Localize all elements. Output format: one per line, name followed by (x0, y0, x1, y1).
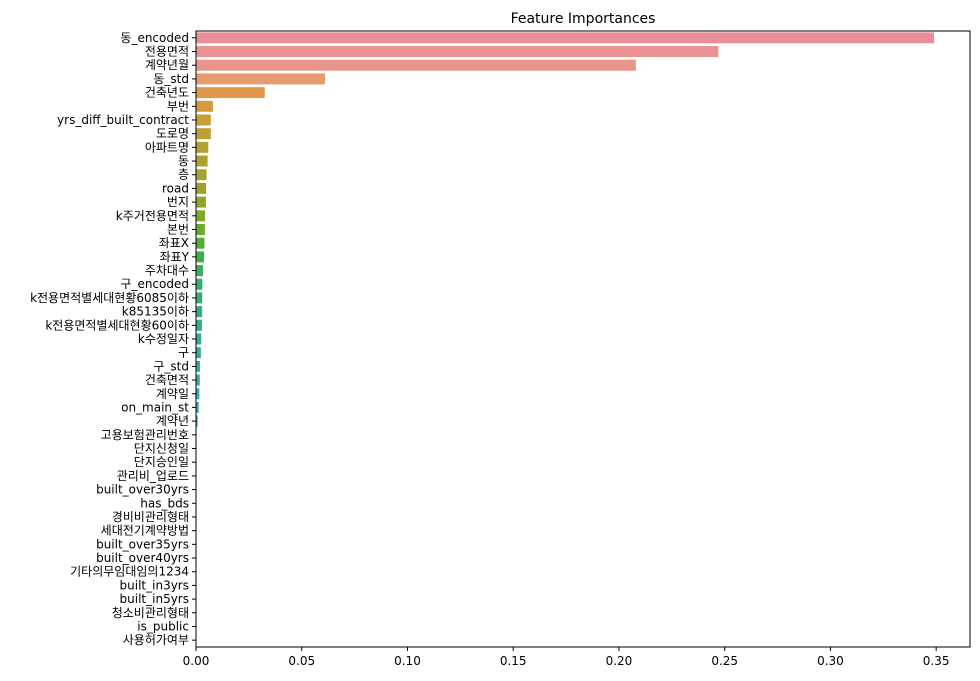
y-tick-label: 기타의무임대임의1234 (70, 565, 189, 579)
y-tick-label: 단지승인일 (134, 455, 189, 469)
x-tick-label: 0.30 (817, 654, 844, 668)
bar (196, 333, 202, 345)
y-tick-label: 주차대수 (145, 264, 189, 278)
y-tick-label: 경비비관리형태 (112, 510, 189, 524)
y-tick-label: 고용보험관리번호 (101, 428, 189, 442)
bar (196, 251, 205, 263)
plot-frame (195, 30, 971, 648)
x-tick-label: 0.05 (288, 654, 315, 668)
y-tick-label: 구 (178, 346, 189, 360)
bar (196, 401, 199, 413)
x-axis: 0.00 0.05 0.10 0.15 0.20 0.25 0.30 0.35 (183, 647, 950, 668)
y-tick-label: on_main_st (121, 400, 189, 414)
y-tick-label: 아파트명 (145, 140, 189, 154)
y-tick-label: 구_encoded (120, 277, 189, 291)
bars-group (196, 32, 935, 441)
y-tick-label: 본번 (167, 222, 189, 236)
bar (196, 374, 200, 386)
x-tick-label: 0.15 (500, 654, 527, 668)
y-tick-label: 사용허가여부 (123, 633, 189, 647)
bar (196, 182, 207, 194)
bar (196, 46, 719, 58)
y-tick-labels: 동_encoded전용면적계약년월동_std건축년도부번yrs_diff_bui… (30, 31, 196, 647)
y-tick-label: k수정일자 (138, 332, 189, 346)
y-tick-label: 전용면적 (145, 45, 189, 59)
y-tick-label: 관리비_업로드 (117, 469, 189, 483)
y-tick-label: 건축면적 (145, 373, 189, 387)
y-tick-label: 청소비관리형태 (112, 606, 189, 620)
y-tick-label: 세대전기계약방법 (101, 523, 189, 538)
y-tick-label: built_in5yrs (120, 592, 189, 606)
y-tick-label: built_over30yrs (96, 483, 189, 497)
y-tick-label: 층 (178, 168, 189, 182)
y-tick-label: k전용면적별세대현황60이하 (45, 318, 189, 332)
bar (196, 141, 209, 153)
y-tick-label: 동_std (153, 72, 189, 86)
x-tick-label: 0.25 (711, 654, 738, 668)
y-tick-label: 동 (178, 154, 189, 168)
bar (196, 415, 198, 427)
bar (196, 73, 325, 85)
y-tick-label: road (162, 181, 189, 195)
bar (196, 59, 636, 71)
y-tick-label: 좌표Y (160, 250, 190, 264)
y-tick-label: 동_encoded (120, 31, 189, 45)
x-tick-label: 0.35 (923, 654, 950, 668)
y-tick-label: built_over40yrs (96, 551, 189, 565)
y-tick-label: yrs_diff_built_contract (57, 113, 189, 127)
y-tick-label: k전용면적별세대현황6085이하 (30, 291, 189, 305)
bar (196, 114, 211, 126)
bar (196, 278, 203, 290)
y-tick-label: k85135이하 (122, 305, 189, 319)
bar (196, 100, 213, 112)
bar (196, 155, 208, 167)
y-tick-label: 계약년월 (145, 57, 189, 72)
bar (196, 32, 935, 44)
bar (196, 388, 200, 400)
bar (196, 224, 205, 235)
bar (196, 87, 265, 99)
bar (196, 265, 203, 277)
x-tick-label: 0.10 (394, 654, 421, 668)
y-tick-label: 구_std (153, 359, 189, 373)
bar (196, 347, 201, 359)
y-tick-label: built_in3yrs (120, 578, 189, 592)
bar (196, 196, 206, 208)
bar (196, 128, 211, 140)
y-tick-label: 좌표X (159, 236, 189, 250)
y-tick-label: k주거전용면적 (116, 209, 189, 223)
x-tick-label: 0.20 (606, 654, 633, 668)
y-tick-label: 부번 (167, 99, 189, 113)
y-tick-label: 번지 (167, 195, 189, 209)
y-tick-label: 건축년도 (145, 86, 189, 100)
bar (196, 319, 202, 331)
chart-title: Feature Importances (511, 11, 656, 27)
bar (196, 237, 205, 249)
y-tick-label: 단지신청일 (134, 442, 189, 456)
x-tick-label: 0.00 (183, 654, 210, 668)
bar (196, 360, 201, 372)
bar (196, 306, 203, 318)
y-tick-label: 도로명 (156, 127, 189, 141)
bar (196, 210, 206, 222)
y-tick-label: built_over35yrs (96, 537, 189, 551)
y-tick-label: 계약일 (156, 386, 189, 401)
y-tick-label: is_public (137, 619, 189, 633)
y-tick-label: 계약년 (156, 413, 189, 428)
bar (196, 169, 207, 181)
bar (196, 292, 203, 304)
y-tick-label: has_bds (140, 496, 189, 510)
